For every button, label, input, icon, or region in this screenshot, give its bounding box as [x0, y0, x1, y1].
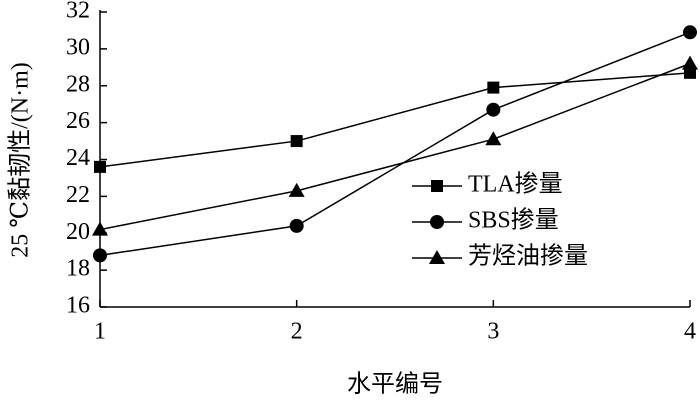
x-tick-label: 4 [684, 319, 696, 345]
data-point [94, 160, 106, 173]
y-tick-label: 18 [66, 256, 90, 282]
x-tick-label: 1 [94, 319, 106, 345]
legend-marker [430, 215, 444, 229]
x-axis-label: 水平编号 [347, 371, 443, 398]
legend-label: SBS掺量 [468, 207, 559, 234]
y-tick-label: 16 [66, 293, 90, 319]
data-point [682, 55, 698, 70]
y-tick-label: 28 [66, 71, 90, 97]
legend-marker [429, 250, 445, 264]
data-point [486, 102, 501, 117]
data-point [92, 221, 108, 236]
y-tick-label: 26 [66, 108, 90, 134]
y-tick-label: 22 [66, 182, 90, 208]
data-point [683, 25, 697, 40]
x-tick-label: 3 [487, 319, 499, 345]
legend-marker [431, 180, 443, 192]
data-point [487, 81, 500, 94]
series-line [99, 72, 691, 168]
x-tick-label: 2 [291, 319, 303, 345]
data-point [289, 218, 304, 233]
data-point [93, 248, 107, 263]
y-axis-label: 25 ℃黏韧性/(N·m) [7, 62, 34, 258]
data-point [288, 182, 305, 197]
y-tick-label: 20 [66, 219, 90, 245]
y-tick-label: 24 [66, 145, 90, 171]
series-line [99, 31, 691, 257]
legend-label: 芳烃油掺量 [468, 243, 588, 270]
y-tick-label: 30 [66, 34, 90, 60]
legend-label: TLA掺量 [468, 171, 563, 198]
data-point [485, 131, 502, 146]
data-point [684, 66, 696, 79]
data-point [290, 135, 303, 148]
y-tick-label: 32 [66, 0, 90, 24]
series-line [99, 62, 691, 231]
